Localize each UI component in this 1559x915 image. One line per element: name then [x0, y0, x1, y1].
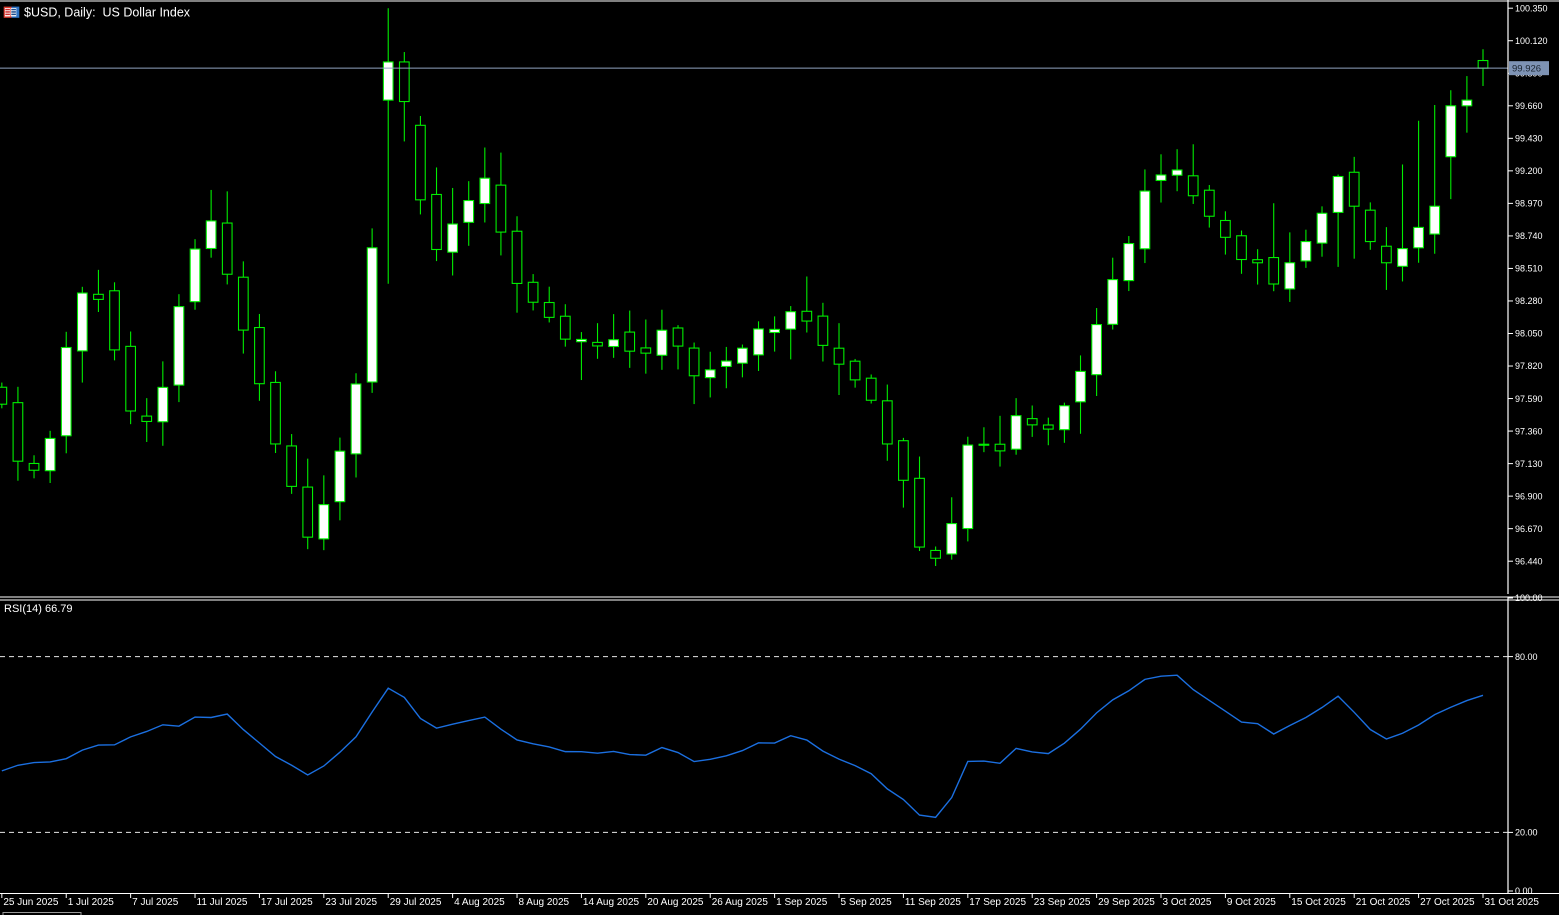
svg-text:23 Sep 2025: 23 Sep 2025 [1034, 897, 1091, 908]
svg-text:98.740: 98.740 [1515, 231, 1543, 241]
svg-text:96.900: 96.900 [1515, 491, 1543, 501]
svg-text:98.280: 98.280 [1515, 296, 1543, 306]
svg-text:17 Sep 2025: 17 Sep 2025 [969, 897, 1026, 908]
svg-text:98.510: 98.510 [1515, 264, 1543, 274]
svg-text:26 Aug 2025: 26 Aug 2025 [712, 897, 769, 908]
svg-text:23 Jul 2025: 23 Jul 2025 [325, 897, 377, 908]
svg-text:15 Oct 2025: 15 Oct 2025 [1291, 897, 1346, 908]
svg-text:5 Sep 2025: 5 Sep 2025 [841, 897, 893, 908]
svg-text:29 Sep 2025: 29 Sep 2025 [1098, 897, 1155, 908]
svg-text:96.440: 96.440 [1515, 556, 1543, 566]
svg-text:98.050: 98.050 [1515, 329, 1543, 339]
svg-text:7 Jul 2025: 7 Jul 2025 [132, 897, 179, 908]
svg-text:99.430: 99.430 [1515, 134, 1543, 144]
svg-text:97.360: 97.360 [1515, 426, 1543, 436]
svg-text:98.970: 98.970 [1515, 199, 1543, 209]
svg-text:20.00: 20.00 [1515, 828, 1538, 838]
svg-text:97.130: 97.130 [1515, 459, 1543, 469]
svg-text:97.590: 97.590 [1515, 394, 1543, 404]
svg-text:99.660: 99.660 [1515, 101, 1543, 111]
svg-text:4 Aug 2025: 4 Aug 2025 [454, 897, 505, 908]
svg-text:RSI(14) 66.79: RSI(14) 66.79 [4, 603, 72, 615]
svg-text:100.00: 100.00 [1515, 593, 1543, 603]
svg-text:0.00: 0.00 [1515, 886, 1533, 896]
svg-text:96.670: 96.670 [1515, 524, 1543, 534]
svg-text:17 Jul 2025: 17 Jul 2025 [261, 897, 313, 908]
svg-text:31 Oct 2025: 31 Oct 2025 [1485, 897, 1540, 908]
svg-text:$USD, Daily: US Dollar Index: $USD, Daily: US Dollar Index [24, 6, 191, 20]
svg-text:11 Jul 2025: 11 Jul 2025 [197, 897, 248, 908]
svg-text:20 Aug 2025: 20 Aug 2025 [647, 897, 704, 908]
svg-text:99.926: 99.926 [1512, 63, 1541, 74]
svg-text:100.120: 100.120 [1515, 36, 1548, 46]
svg-text:14 Aug 2025: 14 Aug 2025 [583, 897, 640, 908]
svg-text:27 Oct 2025: 27 Oct 2025 [1420, 897, 1475, 908]
svg-text:8 Aug 2025: 8 Aug 2025 [519, 897, 570, 908]
svg-text:80.00: 80.00 [1515, 652, 1538, 662]
svg-text:1 Sep 2025: 1 Sep 2025 [776, 897, 828, 908]
svg-text:99.200: 99.200 [1515, 166, 1543, 176]
svg-text:11 Sep 2025: 11 Sep 2025 [905, 897, 961, 908]
svg-text:29 Jul 2025: 29 Jul 2025 [390, 897, 442, 908]
svg-text:21 Oct 2025: 21 Oct 2025 [1356, 897, 1411, 908]
svg-text:9 Oct 2025: 9 Oct 2025 [1227, 897, 1276, 908]
svg-text:25 Jun 2025: 25 Jun 2025 [3, 897, 58, 908]
svg-text:1 Jul 2025: 1 Jul 2025 [68, 897, 115, 908]
svg-text:3 Oct 2025: 3 Oct 2025 [1163, 897, 1212, 908]
svg-text:100.350: 100.350 [1515, 3, 1548, 13]
svg-text:97.820: 97.820 [1515, 361, 1543, 371]
